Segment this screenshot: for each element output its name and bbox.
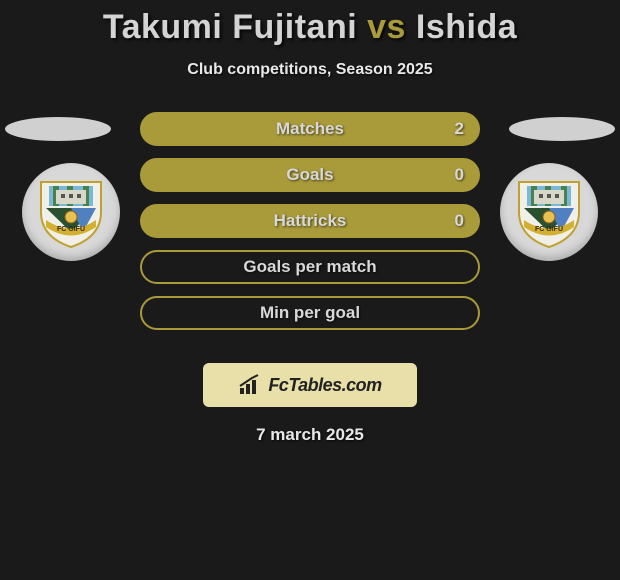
player1-club-badge: FC GIFU <box>22 163 120 261</box>
stat-label: Min per goal <box>260 303 360 323</box>
stat-label: Hattricks <box>274 211 347 231</box>
player2-ellipse <box>509 117 615 141</box>
attribution-badge: FcTables.com <box>203 363 417 407</box>
stat-label: Goals per match <box>243 257 376 277</box>
title-vs: vs <box>367 8 406 46</box>
stat-value: 0 <box>455 165 464 185</box>
stat-bar: Goals 0 <box>140 158 480 192</box>
attribution-text: FcTables.com <box>268 375 381 396</box>
title-player2: Ishida <box>416 8 517 46</box>
footer-date: 7 march 2025 <box>0 425 620 445</box>
stat-bar: Goals per match <box>140 250 480 284</box>
stat-bar: Matches 2 <box>140 112 480 146</box>
comparison-card: Takumi Fujitani vs Ishida Club competiti… <box>0 0 620 445</box>
club-name-text: FC GIFU <box>535 226 563 233</box>
stat-bar: Min per goal <box>140 296 480 330</box>
club-logo-icon: FC GIFU <box>509 172 589 252</box>
stats-area: FC GIFU FC GIFU Match <box>0 117 620 357</box>
stat-value: 2 <box>455 119 464 139</box>
stat-bars: Matches 2 Goals 0 Hattricks 0 Goals per match M… <box>140 112 480 342</box>
player1-ellipse <box>5 117 111 141</box>
title-player1: Takumi Fujitani <box>103 8 357 46</box>
player2-club-badge: FC GIFU <box>500 163 598 261</box>
subtitle: Club competitions, Season 2025 <box>0 61 620 79</box>
club-name-text: FC GIFU <box>57 226 85 233</box>
club-logo-icon: FC GIFU <box>31 172 111 252</box>
page-title: Takumi Fujitani vs Ishida <box>0 8 620 47</box>
stat-label: Matches <box>276 119 344 139</box>
stat-bar: Hattricks 0 <box>140 204 480 238</box>
chart-icon <box>238 374 264 396</box>
stat-label: Goals <box>286 165 333 185</box>
stat-value: 0 <box>455 211 464 231</box>
